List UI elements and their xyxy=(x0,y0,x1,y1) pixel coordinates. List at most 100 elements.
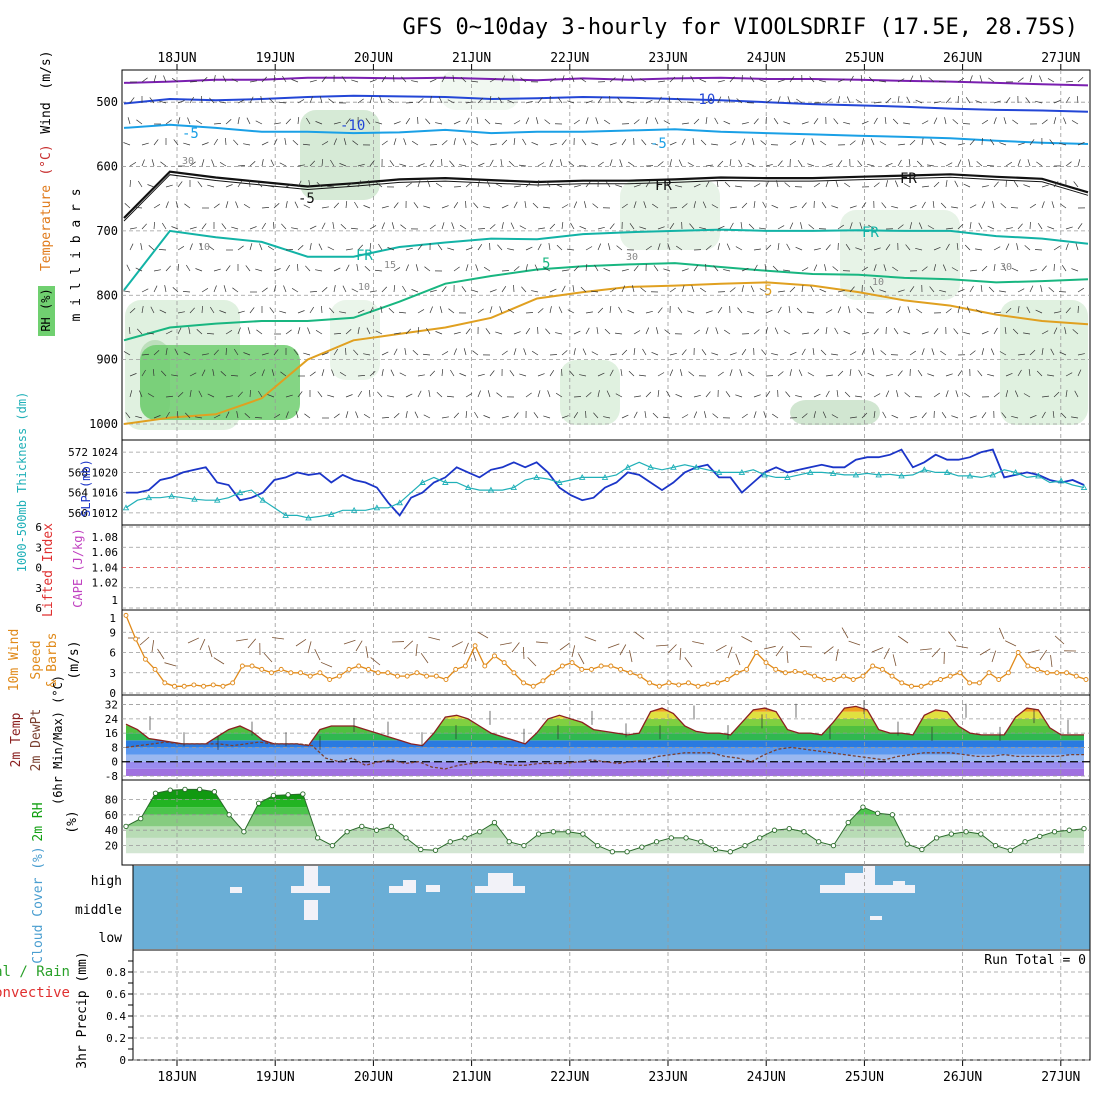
wind-barb xyxy=(537,162,545,167)
wind-barb xyxy=(315,269,323,272)
wind10m-axis-label: & Barbs xyxy=(45,633,60,688)
wind-barb xyxy=(657,307,663,314)
wind-barb xyxy=(832,266,839,272)
wind-barb xyxy=(441,369,444,377)
wind-barb xyxy=(225,265,231,272)
surface-wind-barb xyxy=(667,644,677,654)
surface-wind-barb xyxy=(451,641,463,648)
wind-barb xyxy=(201,223,207,230)
wind-barb xyxy=(1060,203,1067,209)
wind-barb xyxy=(1005,97,1011,104)
wind-tick: 0 xyxy=(109,687,116,700)
wind-speed-point xyxy=(1025,663,1031,669)
wind-barb xyxy=(423,205,431,209)
wind-barb xyxy=(381,75,387,83)
wind-speed-point xyxy=(763,660,769,666)
wind-barb xyxy=(753,264,758,272)
isotherm-label: FR xyxy=(862,225,879,241)
wind-barb xyxy=(189,96,195,104)
surface-wind-barb xyxy=(998,627,1005,640)
wind-barb xyxy=(759,79,767,83)
cloud-block xyxy=(304,900,318,920)
wind-barb xyxy=(411,80,419,83)
wind-barb xyxy=(439,306,443,314)
temp-tick: 0 xyxy=(111,756,118,769)
wind-barb xyxy=(273,122,281,125)
wind-barb xyxy=(460,76,467,83)
wind-barb xyxy=(917,370,923,377)
wind-barb xyxy=(261,369,265,377)
wind-barb xyxy=(963,183,971,188)
wind-barb xyxy=(546,180,551,188)
surface-wind-barb xyxy=(511,642,520,653)
wind-barb xyxy=(747,162,755,167)
wind-tick: 3 xyxy=(109,667,116,680)
wind-barb xyxy=(568,161,575,167)
wind-barb xyxy=(741,413,748,419)
wind-barb xyxy=(487,390,491,398)
wind-barb xyxy=(585,246,593,251)
thickness-marker xyxy=(510,484,518,491)
wind-barb xyxy=(405,411,408,419)
wind-barb xyxy=(273,221,275,230)
wind-barb xyxy=(273,413,281,419)
wind-barb xyxy=(988,286,995,293)
wind-barb xyxy=(1077,223,1083,230)
wind-barb xyxy=(822,411,827,419)
wind-barb xyxy=(771,353,779,356)
wind-barb xyxy=(640,287,647,293)
wind-barb xyxy=(657,96,662,104)
wind-barb xyxy=(417,98,424,104)
rh-point xyxy=(978,831,984,837)
pressure-tick: 900 xyxy=(96,353,118,367)
wind-speed-point xyxy=(336,673,342,679)
x-tick-bottom: 22JUN xyxy=(550,1070,589,1085)
wind-barb xyxy=(489,306,493,314)
temperature-unit-label: (°C) xyxy=(39,144,54,175)
wind-barb xyxy=(509,370,515,377)
wind-barb xyxy=(531,141,539,146)
wind-barb xyxy=(903,122,911,125)
surface-wind-barb xyxy=(420,652,429,664)
wind-barb xyxy=(741,138,746,146)
wind-barb xyxy=(333,121,341,125)
rh-point xyxy=(211,789,218,795)
wind-barb xyxy=(257,181,263,188)
wind-barb xyxy=(848,306,851,314)
wind-barb xyxy=(1050,348,1055,356)
wind-barb xyxy=(944,117,947,125)
wind-barb xyxy=(184,412,191,419)
wind-barb xyxy=(1041,330,1049,335)
wind-barb xyxy=(537,180,540,188)
wind-barb xyxy=(759,288,767,293)
thickness-marker xyxy=(647,463,654,470)
wind-barb xyxy=(749,76,755,83)
wind-tick-top: 1 xyxy=(109,612,116,625)
dewpt-axis-label: 2m DewPt xyxy=(29,709,44,772)
wind-barb xyxy=(1051,201,1055,209)
thickness-marker xyxy=(875,471,882,478)
wind-barb xyxy=(423,414,431,419)
wind-barb xyxy=(243,203,251,209)
wind-barb xyxy=(369,160,375,167)
wind-barb xyxy=(525,117,530,125)
wind-barb xyxy=(881,202,887,209)
wind-barb xyxy=(339,371,347,377)
wind-barb xyxy=(465,182,472,188)
wind-barb xyxy=(681,203,688,209)
wind-barb xyxy=(195,119,203,125)
wind-speed-point xyxy=(521,680,527,686)
wind-barb xyxy=(423,353,431,356)
wind-barb xyxy=(711,352,719,356)
wind-barb xyxy=(873,393,881,398)
wind-barb xyxy=(219,101,227,104)
wind-barb xyxy=(813,393,821,398)
wind-barb xyxy=(438,96,443,104)
wind-speed-point xyxy=(142,656,148,662)
wind-barb xyxy=(753,329,760,335)
wind-barb xyxy=(645,117,648,125)
wind-barb xyxy=(932,201,935,209)
wind-barb xyxy=(199,243,203,251)
wind-barb xyxy=(957,223,964,230)
wind-barb xyxy=(903,331,911,335)
